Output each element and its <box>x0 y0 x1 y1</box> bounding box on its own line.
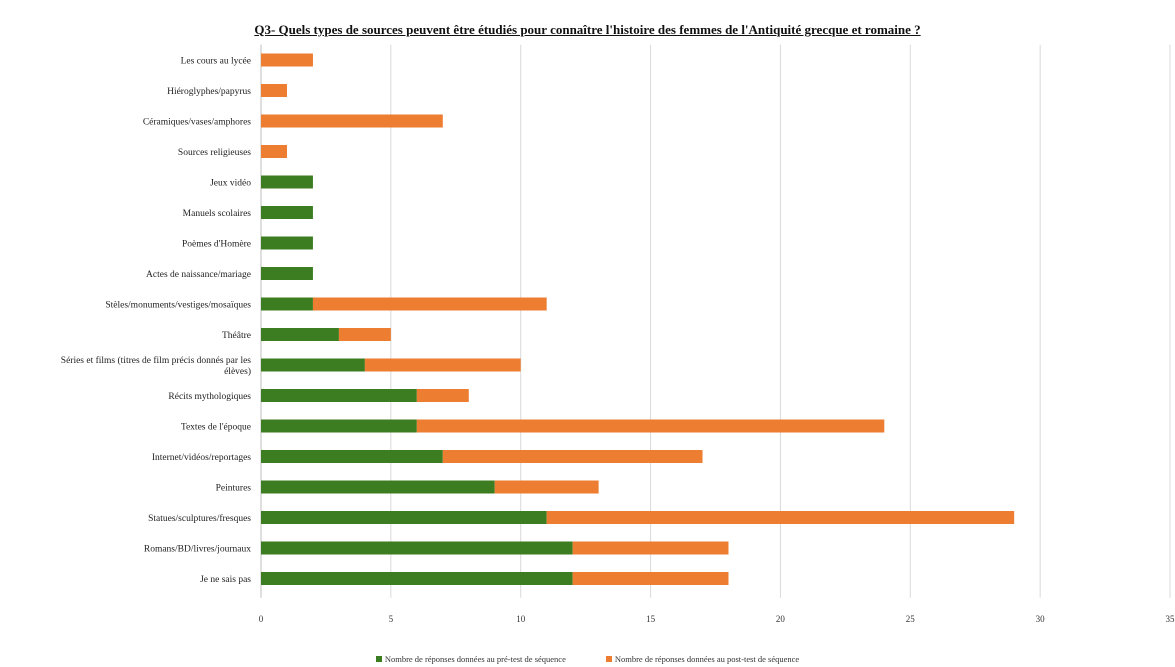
legend-swatch-post-test <box>605 656 612 662</box>
category-label: Textes de l'époque <box>181 423 251 433</box>
x-tick-label: 25 <box>906 614 916 624</box>
legend-item-post-test: Nombre de réponses données au post-test … <box>605 654 800 664</box>
legend-item-pre-test: Nombre de réponses données au pré-test d… <box>375 654 566 664</box>
bar-pre-test <box>261 206 313 219</box>
x-tick-label: 20 <box>776 614 786 624</box>
x-tick-label: 15 <box>646 614 656 624</box>
category-label: Je ne sais pas <box>200 575 251 585</box>
bar-pre-test <box>261 267 313 280</box>
bar-pre-test <box>261 572 573 585</box>
legend-label-pre-test: Nombre de réponses données au pré-test d… <box>384 654 566 664</box>
category-label: Hiéroglyphes/papyrus <box>167 87 251 97</box>
bar-post-test <box>312 297 547 311</box>
category-label: Récits mythologiques <box>168 392 251 402</box>
bar-pre-test <box>261 450 443 463</box>
category-label: Statues/sculptures/fresques <box>148 513 251 524</box>
bar-post-test <box>261 114 443 128</box>
bar-pre-test <box>261 297 313 311</box>
category-label: Romans/BD/livres/journaux <box>144 545 251 555</box>
bar-pre-test <box>261 511 547 524</box>
chart-title: Q3- Quels types de sources peuvent être … <box>254 22 921 37</box>
category-label: Séries et films (titres de film précis d… <box>61 355 252 377</box>
bar-post-test <box>364 358 521 372</box>
bar-pre-test <box>261 175 313 189</box>
bar-pre-test <box>261 389 417 402</box>
bar-post-test <box>261 145 287 158</box>
category-label: Céramiques/vases/amphores <box>143 118 251 128</box>
bar-post-test <box>416 419 885 433</box>
bar-post-test <box>546 511 1015 524</box>
category-label: Théâtre <box>222 331 251 341</box>
category-label: Internet/vidéos/reportages <box>152 453 251 463</box>
chart-legend: Nombre de réponses données au pré-test d… <box>0 654 1175 664</box>
legend-label-post-test: Nombre de réponses données au post-test … <box>614 654 800 664</box>
bar-pre-test <box>261 419 417 433</box>
legend-swatch-pre-test <box>375 656 382 662</box>
category-label: Sources religieuses <box>178 148 251 158</box>
category-label: Poèmes d'Homère <box>182 240 251 250</box>
category-label: Les cours au lycée <box>181 57 251 67</box>
bar-post-test <box>494 480 599 494</box>
bar-pre-test <box>261 480 495 494</box>
x-tick-label: 0 <box>259 614 264 624</box>
bar-post-test <box>338 328 391 341</box>
bar-pre-test <box>261 358 365 372</box>
x-tick-label: 35 <box>1166 614 1175 624</box>
category-label: Stèles/monuments/vestiges/mosaïques <box>105 301 251 311</box>
bar-post-test <box>261 53 313 67</box>
category-label: Jeux vidéo <box>210 179 251 189</box>
category-label: Manuels scolaires <box>183 209 252 219</box>
bar-pre-test <box>261 541 573 555</box>
bar-pre-test <box>261 236 313 250</box>
category-label: Actes de naissance/mariage <box>146 270 251 280</box>
bar-post-test <box>261 84 287 97</box>
bar-pre-test <box>261 328 339 341</box>
category-label: Peintures <box>216 484 252 494</box>
x-tick-label: 30 <box>1036 614 1046 624</box>
bar-post-test <box>442 450 703 463</box>
bar-post-test <box>416 389 469 402</box>
x-tick-label: 10 <box>516 614 526 624</box>
bar-post-test <box>572 541 729 555</box>
bar-post-test <box>572 572 729 585</box>
x-tick-label: 5 <box>389 614 394 624</box>
